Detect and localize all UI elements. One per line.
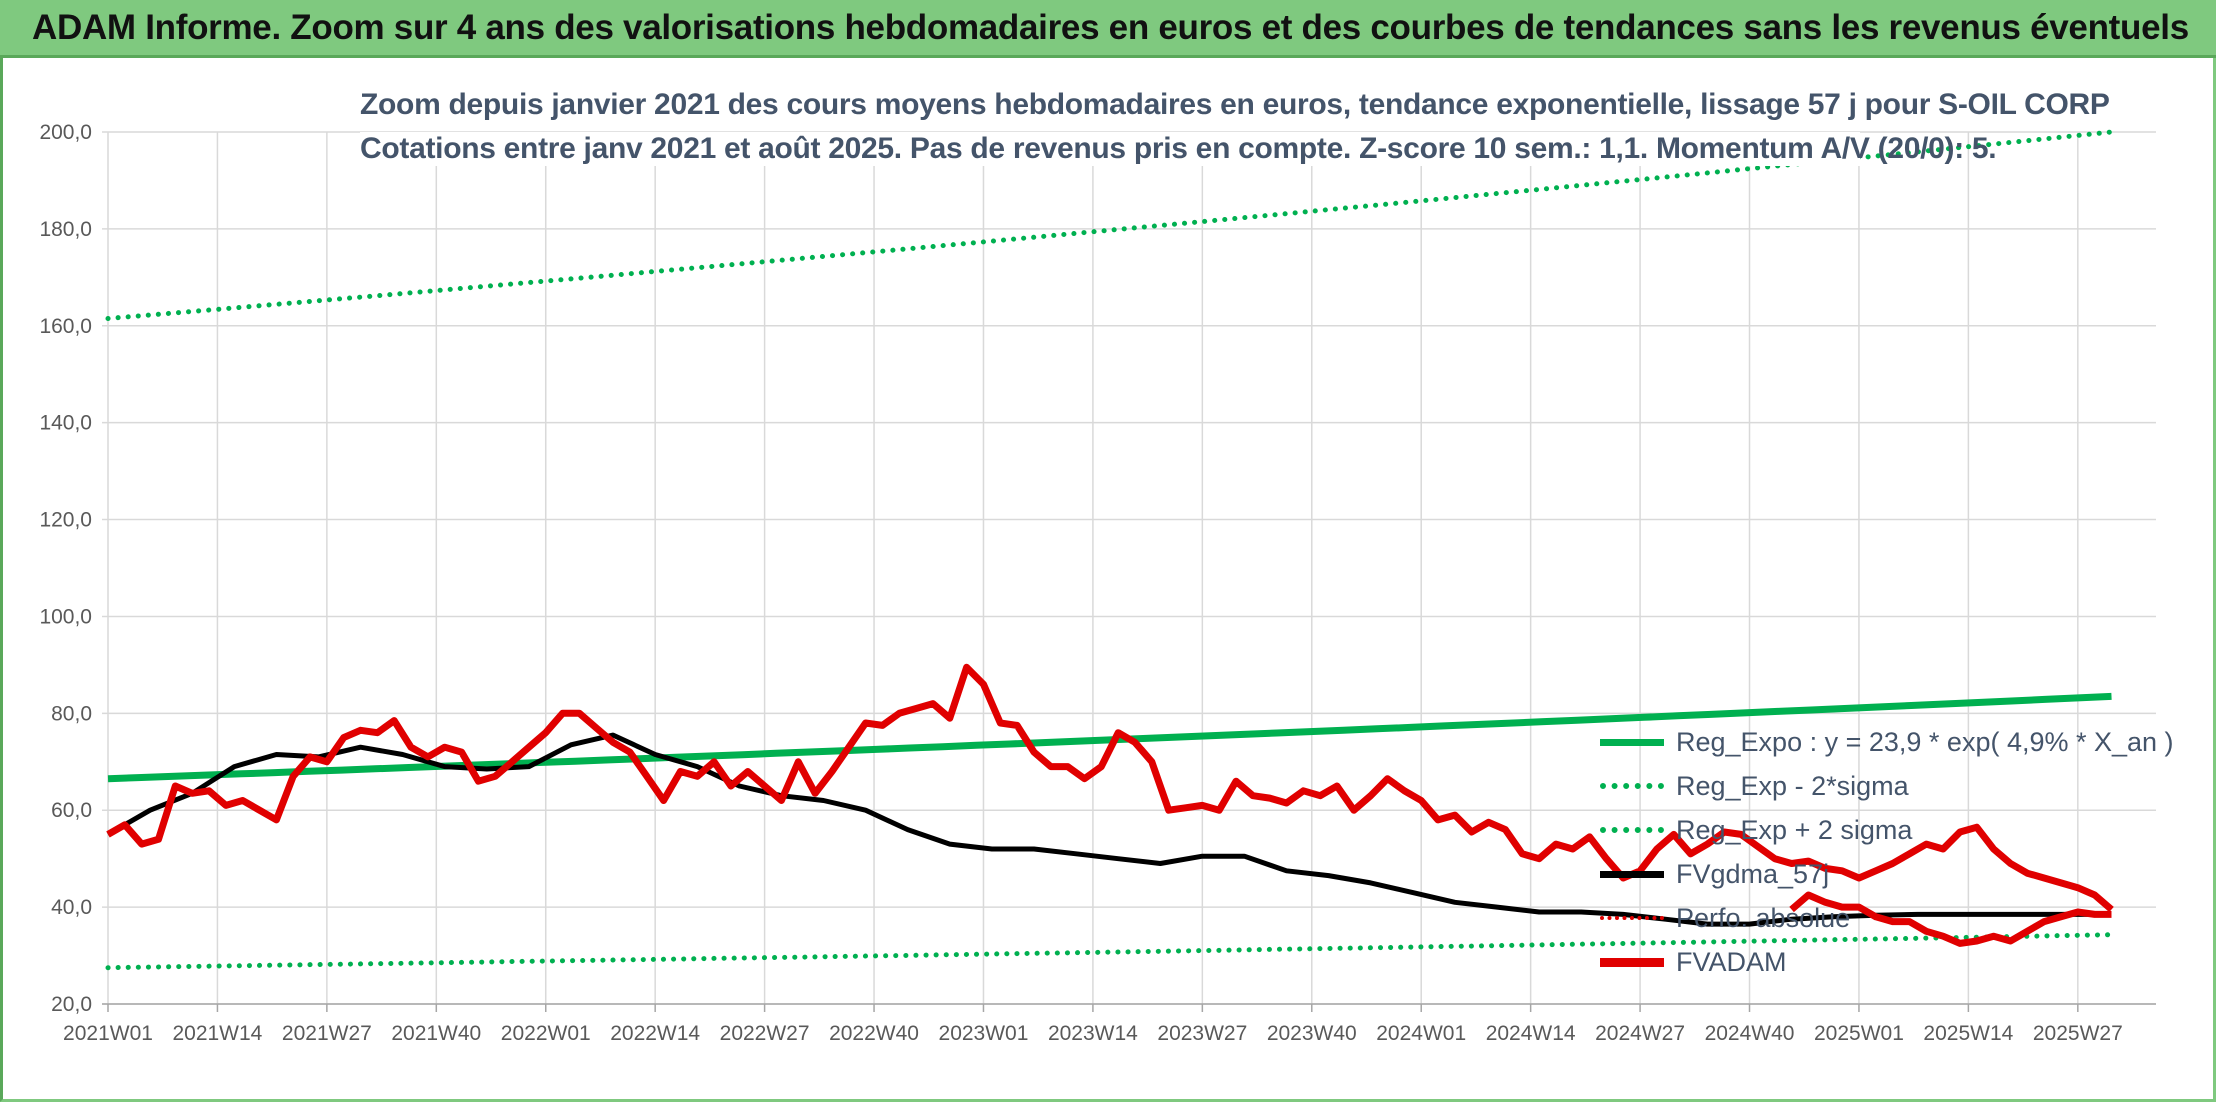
legend-item-fvgdma: FVgdma_57j xyxy=(1600,852,2120,896)
x-tick-label: 2025W01 xyxy=(1814,1022,1904,1045)
y-tick-label: 140,0 xyxy=(39,412,92,435)
y-tick-label: 160,0 xyxy=(39,315,92,338)
legend-swatch xyxy=(1600,916,1664,920)
legend-label: Reg_Exp - 2*sigma xyxy=(1676,770,1909,801)
y-tick-label: 100,0 xyxy=(39,605,92,628)
chart-frame xyxy=(0,58,2216,1102)
x-tick-label: 2022W27 xyxy=(720,1022,810,1045)
x-tick-label: 2022W14 xyxy=(610,1022,700,1045)
y-tick-label: 120,0 xyxy=(39,509,92,532)
legend-swatch xyxy=(1600,827,1664,833)
x-tick-label: 2021W01 xyxy=(63,1022,153,1045)
x-tick-label: 2022W01 xyxy=(501,1022,591,1045)
legend-swatch xyxy=(1600,738,1664,746)
legend-label: FVgdma_57j xyxy=(1676,858,1830,889)
series-fvadam xyxy=(106,663,2114,913)
y-tick-label: 80,0 xyxy=(51,702,92,725)
legend-item-perfo: Perfo. absolue xyxy=(1600,896,2120,940)
legend-label: FVADAM xyxy=(1676,946,1787,977)
x-tick-label: 2023W01 xyxy=(939,1022,1029,1045)
x-tick-label: 2023W14 xyxy=(1048,1022,1138,1045)
y-tick-label: 40,0 xyxy=(51,896,92,919)
report-banner: ADAM Informe. Zoom sur 4 ans des valoris… xyxy=(0,0,2216,58)
y-tick-label: 60,0 xyxy=(51,799,92,822)
x-tick-label: 2024W01 xyxy=(1376,1022,1466,1045)
x-tick-label: 2024W14 xyxy=(1486,1022,1576,1045)
legend-item-fvadam: FVADAM xyxy=(1600,940,2120,984)
y-tick-label: 200,0 xyxy=(39,121,92,144)
legend-swatch xyxy=(1600,783,1664,789)
x-tick-label: 2023W27 xyxy=(1157,1022,1247,1045)
x-tick-label: 2025W27 xyxy=(2033,1022,2123,1045)
chart-legend: Reg_Expo : y = 23,9 * exp( 4,9% * X_an )… xyxy=(1600,720,2174,984)
legend-swatch xyxy=(1600,957,1664,967)
x-tick-label: 2021W40 xyxy=(391,1022,481,1045)
y-tick-label: 20,0 xyxy=(51,993,92,1016)
x-tick-label: 2022W40 xyxy=(829,1022,919,1045)
legend-item-reg-exp-minus: Reg_Exp - 2*sigma xyxy=(1600,764,2120,808)
legend-swatch xyxy=(1600,870,1664,878)
legend-label: Reg_Expo : y = 23,9 * exp( 4,9% * X_an ) xyxy=(1676,726,2174,757)
legend-label: Perfo. absolue xyxy=(1676,902,1851,933)
legend-item-reg-expo: Reg_Expo : y = 23,9 * exp( 4,9% * X_an ) xyxy=(1600,720,2174,764)
series-fvgdma-57j xyxy=(106,732,2112,927)
legend-item-reg-exp-plus: Reg_Exp + 2 sigma xyxy=(1600,808,2120,852)
x-tick-label: 2024W27 xyxy=(1595,1022,1685,1045)
x-tick-label: 2023W40 xyxy=(1267,1022,1357,1045)
chart-title: Zoom depuis janvier 2021 des cours moyen… xyxy=(360,88,2110,122)
y-tick-label: 180,0 xyxy=(39,218,92,241)
chart-subtitle: Cotations entre janv 2021 et août 2025. … xyxy=(360,132,1997,166)
legend-label: Reg_Exp + 2 sigma xyxy=(1676,814,1913,845)
x-tick-label: 2025W14 xyxy=(1923,1022,2013,1045)
x-tick-label: 2021W27 xyxy=(282,1022,372,1045)
series-fvadam-late xyxy=(1789,891,2112,947)
x-tick-label: 2024W40 xyxy=(1705,1022,1795,1045)
series-reg-exp-minus-2sigma xyxy=(105,932,2114,971)
x-tick-label: 2021W14 xyxy=(172,1022,262,1045)
report-title: ADAM Informe. Zoom sur 4 ans des valoris… xyxy=(32,8,2189,47)
